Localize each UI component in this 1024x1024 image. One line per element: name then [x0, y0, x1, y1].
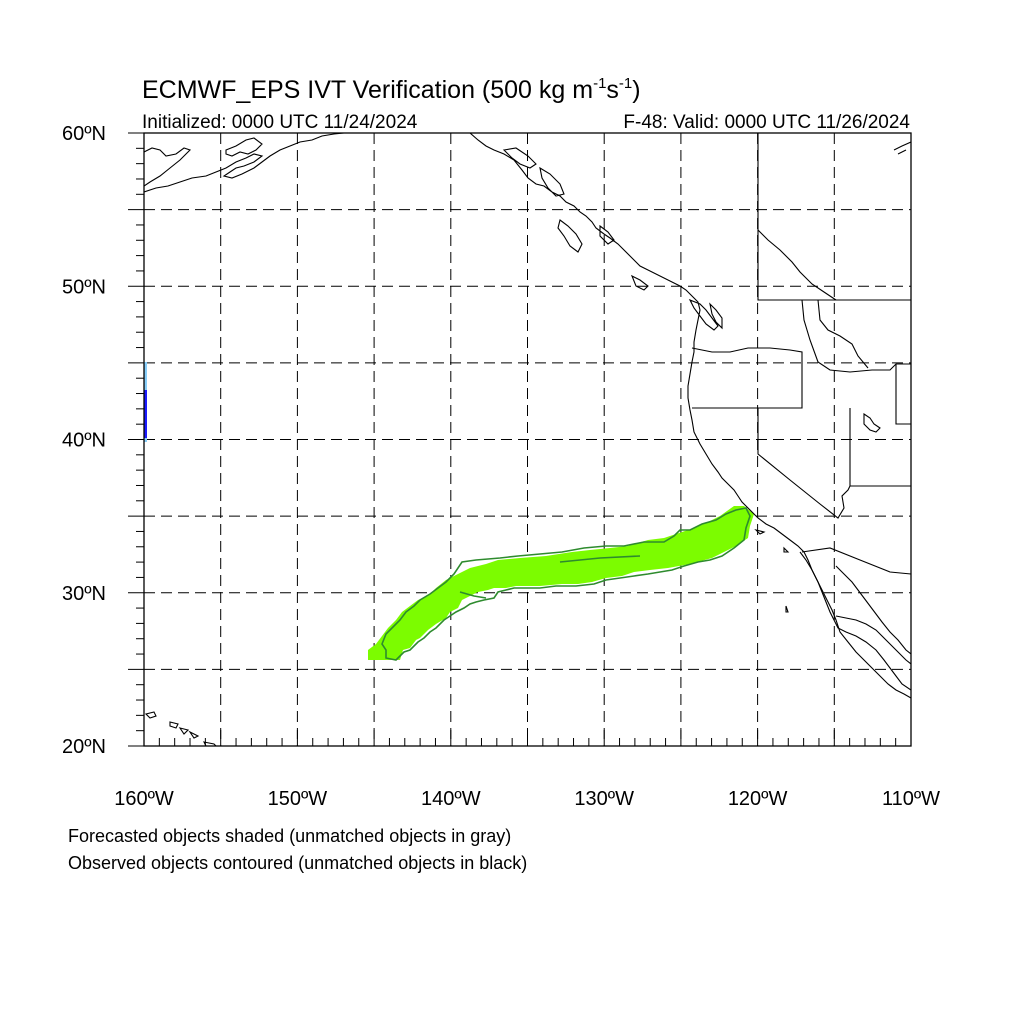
lon-tick-label: 150ºW	[268, 788, 328, 810]
lon-tick-label: 110ºW	[882, 788, 940, 810]
figure-title: ECMWF_EPS IVT Verification (500 kg m-1s-…	[142, 75, 641, 104]
channel-islands	[754, 528, 790, 613]
coastlines	[144, 133, 911, 746]
observed-object-contour	[381, 507, 751, 661]
lat-tick-label: 40ºN	[62, 430, 106, 452]
axis-ticks	[128, 132, 912, 747]
alaska-coast	[144, 133, 911, 699]
baja-coast	[799, 551, 911, 691]
latitude-labels: 60ºN 50ºN 40ºN 30ºN 20ºN	[62, 123, 106, 758]
lon-tick-label: 120ºW	[728, 788, 788, 810]
hudson-fragment	[893, 141, 911, 155]
lat-tick-label: 50ºN	[62, 276, 106, 298]
lat-tick-label: 30ºN	[62, 583, 106, 605]
forecast-object-edge-blue	[144, 390, 147, 438]
lake-outline	[863, 412, 881, 433]
map-panel	[128, 132, 912, 747]
lon-tick-label: 130ºW	[574, 788, 634, 810]
lat-tick-label: 60ºN	[62, 123, 106, 145]
observed-caption: Observed objects contoured (unmatched ob…	[68, 853, 528, 873]
graticule	[144, 133, 911, 746]
hawaii-islands	[144, 711, 217, 746]
initialized-time: Initialized: 0000 UTC 11/24/2024	[142, 112, 418, 133]
lat-tick-label: 20ºN	[62, 736, 106, 758]
lon-tick-label: 140ºW	[421, 788, 481, 810]
lon-tick-label: 160ºW	[114, 788, 174, 810]
valid-time: F-48: Valid: 0000 UTC 11/26/2024	[623, 112, 910, 133]
forecast-caption: Forecasted objects shaded (unmatched obj…	[68, 826, 512, 846]
forecast-object-shaded	[368, 506, 754, 660]
political-borders	[691, 133, 911, 575]
longitude-labels: 160ºW 150ºW 140ºW 130ºW 120ºW 110ºW	[114, 788, 940, 810]
